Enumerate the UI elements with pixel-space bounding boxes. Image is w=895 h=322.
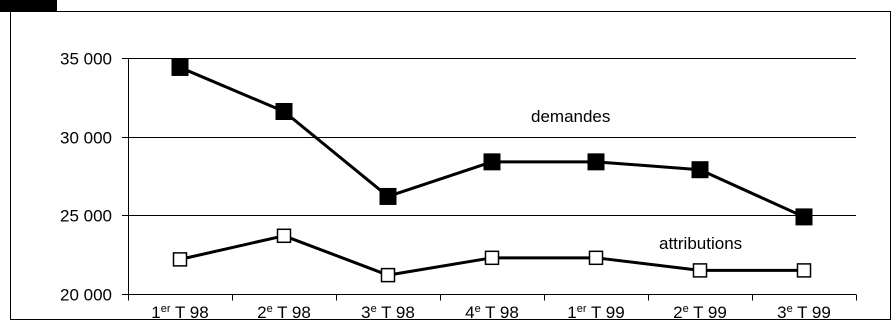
y-tick-label: 25 000 xyxy=(60,207,112,226)
series-labels: demandes attributions xyxy=(531,107,742,253)
x-tick-labels: 1er T 98 2e T 98 3e T 98 4e T 98 1er T 99 2e … xyxy=(151,303,831,322)
data-point-demandes xyxy=(171,58,189,76)
x-tick-label: 2e T 99 xyxy=(673,303,727,322)
x-tick-label: 4e T 98 xyxy=(465,303,519,322)
series-label-demandes: demandes xyxy=(531,107,610,126)
series-layer xyxy=(171,58,813,283)
data-point-attributions xyxy=(796,263,812,278)
x-tick-label: 3e T 98 xyxy=(361,303,415,322)
x-tick-label: 1er T 98 xyxy=(151,303,208,322)
data-point-demandes xyxy=(587,153,605,171)
x-tick-label: 1er T 99 xyxy=(567,303,624,322)
data-point-demandes xyxy=(379,187,397,205)
series-label-attributions: attributions xyxy=(659,234,742,253)
corner-black-block xyxy=(0,0,57,12)
x-tick-label: 3e T 99 xyxy=(777,303,831,322)
data-point-attributions xyxy=(484,250,500,266)
data-point-attributions xyxy=(588,250,604,266)
chart-frame xyxy=(10,11,891,320)
data-point-demandes xyxy=(483,153,501,171)
data-point-attributions xyxy=(172,252,188,267)
x-tick-label: 2e T 98 xyxy=(257,303,311,322)
data-point-attributions xyxy=(276,228,292,244)
y-tick-label: 20 000 xyxy=(60,286,112,305)
grid-layer xyxy=(128,58,856,216)
y-tick-labels: 35 000 30 000 25 000 20 000 xyxy=(60,50,112,305)
axis-layer xyxy=(122,58,857,301)
y-tick-label: 35 000 xyxy=(60,50,112,69)
data-point-demandes xyxy=(691,161,709,179)
data-point-attributions xyxy=(380,267,396,283)
data-point-demandes xyxy=(275,102,293,120)
data-point-demandes xyxy=(795,208,813,226)
data-point-attributions xyxy=(692,263,708,278)
y-tick-label: 30 000 xyxy=(60,129,112,148)
